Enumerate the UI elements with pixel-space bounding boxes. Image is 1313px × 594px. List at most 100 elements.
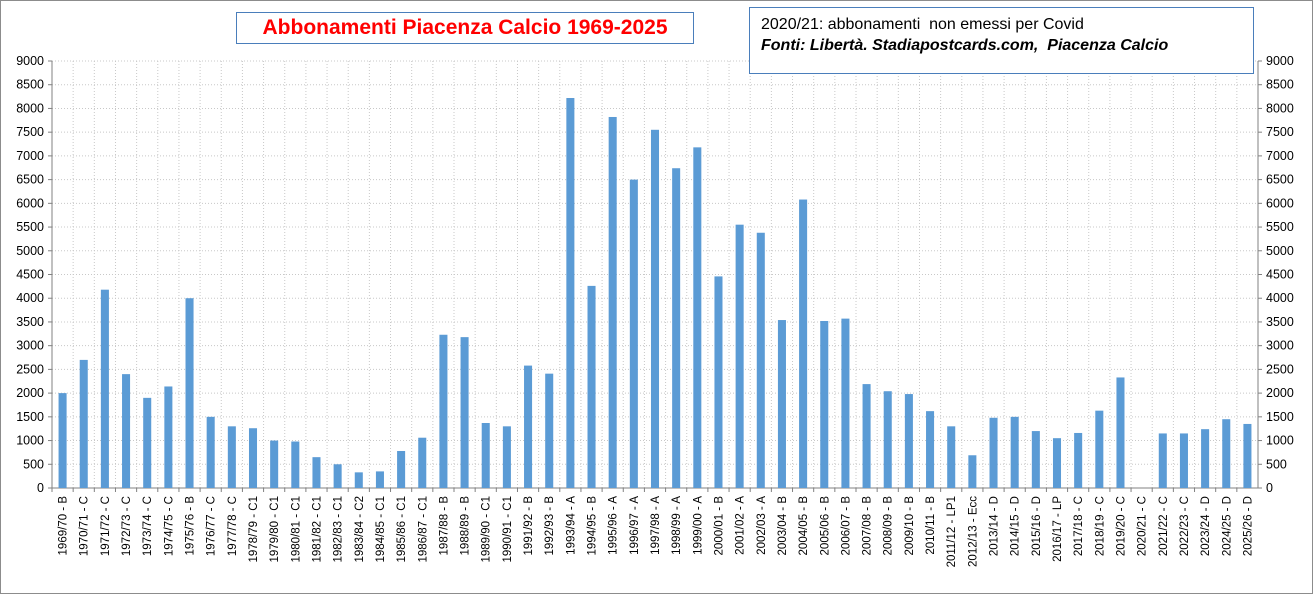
x-category-label: 2000/01 - B [713,496,725,556]
x-category-label: 2010/11 - B [925,496,937,555]
bar [545,373,554,488]
bar [608,116,617,489]
bar [100,289,109,488]
x-category-label: 2020/21 - C [1137,496,1149,556]
y-axis-left: 0 500 1000 1500 2000 2500 3000 3500 4000 4500 5000… [16,54,53,495]
x-category-label: 1982/83 - C1 [333,496,345,563]
x-category-label: 1972/73 - C [121,496,133,556]
bar [756,232,765,488]
x-category-label: 1992/93 - B [544,496,556,556]
x-category-label: 1994/95 - B [587,496,599,556]
y-tick-label-right: 3500 [1266,315,1294,329]
x-category-label: 1980/81 - C1 [290,496,302,563]
y-tick-label-right: 9000 [1266,54,1294,68]
x-category-label: 2008/09 - B [883,496,895,556]
bar [1222,419,1231,488]
bar [1010,416,1019,488]
x-category-label: 2012/13 - Ecc [967,496,979,567]
y-tick-label-right: 7500 [1266,125,1294,139]
y-tick-label-right: 6500 [1266,173,1294,187]
bar [566,98,575,489]
bar [926,411,935,488]
y-tick-label-right: 2000 [1266,386,1294,400]
x-category-label: 1976/77 - C [206,496,218,556]
x-category-label: 2024/25 - D [1221,496,1233,556]
bar [122,374,131,488]
y-tick-label-left: 5000 [16,244,44,258]
bar [439,334,448,488]
bar [735,224,744,488]
y-tick-label-left: 6000 [16,196,44,210]
y-tick-label-left: 8000 [16,101,44,115]
y-tick-label-right: 4500 [1266,268,1294,282]
bar [248,428,258,488]
covid-note: 2020/21: abbonamenti non emessi per Covi… [761,16,1084,33]
x-category-label: 1991/92 - B [523,496,535,556]
bars [58,98,1252,489]
x-category-label: 1981/82 - C1 [311,496,323,563]
x-category-label: 1977/78 - C [227,496,239,556]
x-category-label: 1998/99 - A [671,496,683,555]
x-category-label: 2016/17 - LP [1052,496,1064,562]
bar [185,298,194,488]
bar [143,397,152,488]
x-category-label: 2025/26 - D [1242,496,1254,556]
bar [777,320,786,488]
y-tick-label-right: 1500 [1266,410,1294,424]
x-category-label: 2015/16 - D [1031,496,1043,556]
bar [862,384,871,488]
x-category-label: 2018/19 - C [1094,496,1106,556]
y-tick-label-left: 3500 [16,315,44,329]
x-category-label: 2023/24 - D [1200,496,1212,556]
y-tick-label-left: 2000 [16,386,44,400]
y-tick-label-left: 7000 [16,149,44,163]
bar [629,179,638,488]
x-category-label: 1990/91 - C1 [502,496,514,563]
y-tick-label-right: 5000 [1266,244,1294,258]
x-category-label: 2022/23 - C [1179,496,1191,556]
y-tick-label-right: 0 [1266,481,1273,495]
x-category-label: 1979/80 - C1 [269,496,281,563]
y-tick-label-left: 0 [37,481,44,495]
y-tick-label-right: 8000 [1266,101,1294,115]
x-category-label: 2003/04 - B [777,496,789,556]
y-tick-label-left: 4000 [16,291,44,305]
bar [397,450,406,488]
bar [206,416,215,488]
y-axis-right: 0 500 1000 1500 2000 2500 3000 3500 4000 4500 5000… [1257,54,1294,495]
bar [883,391,892,488]
y-tick-label-left: 500 [23,457,44,471]
y-tick-label-right: 4000 [1266,291,1294,305]
x-category-label: 2006/07 - B [840,496,852,556]
x-category-label: 2021/22 - C [1158,496,1170,556]
bar [481,423,490,488]
x-category-label: 1997/98 - A [650,496,662,555]
bar [799,199,808,488]
bar [820,320,829,488]
bar [79,359,88,488]
bar [291,441,300,488]
y-tick-label-right: 2500 [1266,362,1294,376]
bar [375,471,384,488]
y-tick-label-left: 5500 [16,220,44,234]
x-category-label: 1984/85 - C1 [375,496,387,563]
bar [650,129,660,489]
x-category-label: 1983/84 - C2 [354,496,366,563]
y-tick-label-left: 4500 [16,268,44,282]
y-tick-label-right: 5500 [1266,220,1294,234]
x-category-label: 1999/00 - A [692,496,704,555]
y-tick-label-right: 7000 [1266,149,1294,163]
bar [418,437,427,488]
bar [714,276,723,488]
x-category-label: 1988/89 - B [460,496,472,556]
x-category-label: 1970/71 - C [79,496,91,556]
y-tick-label-left: 3000 [16,339,44,353]
x-category-label: 2011/12 - LP1 [946,496,958,567]
x-category-label: 1973/74 - C [142,496,154,556]
bar [672,168,681,489]
bar [270,440,279,488]
bar [524,365,533,488]
bar [312,457,321,488]
x-category-label: 1993/94 - A [565,496,577,555]
